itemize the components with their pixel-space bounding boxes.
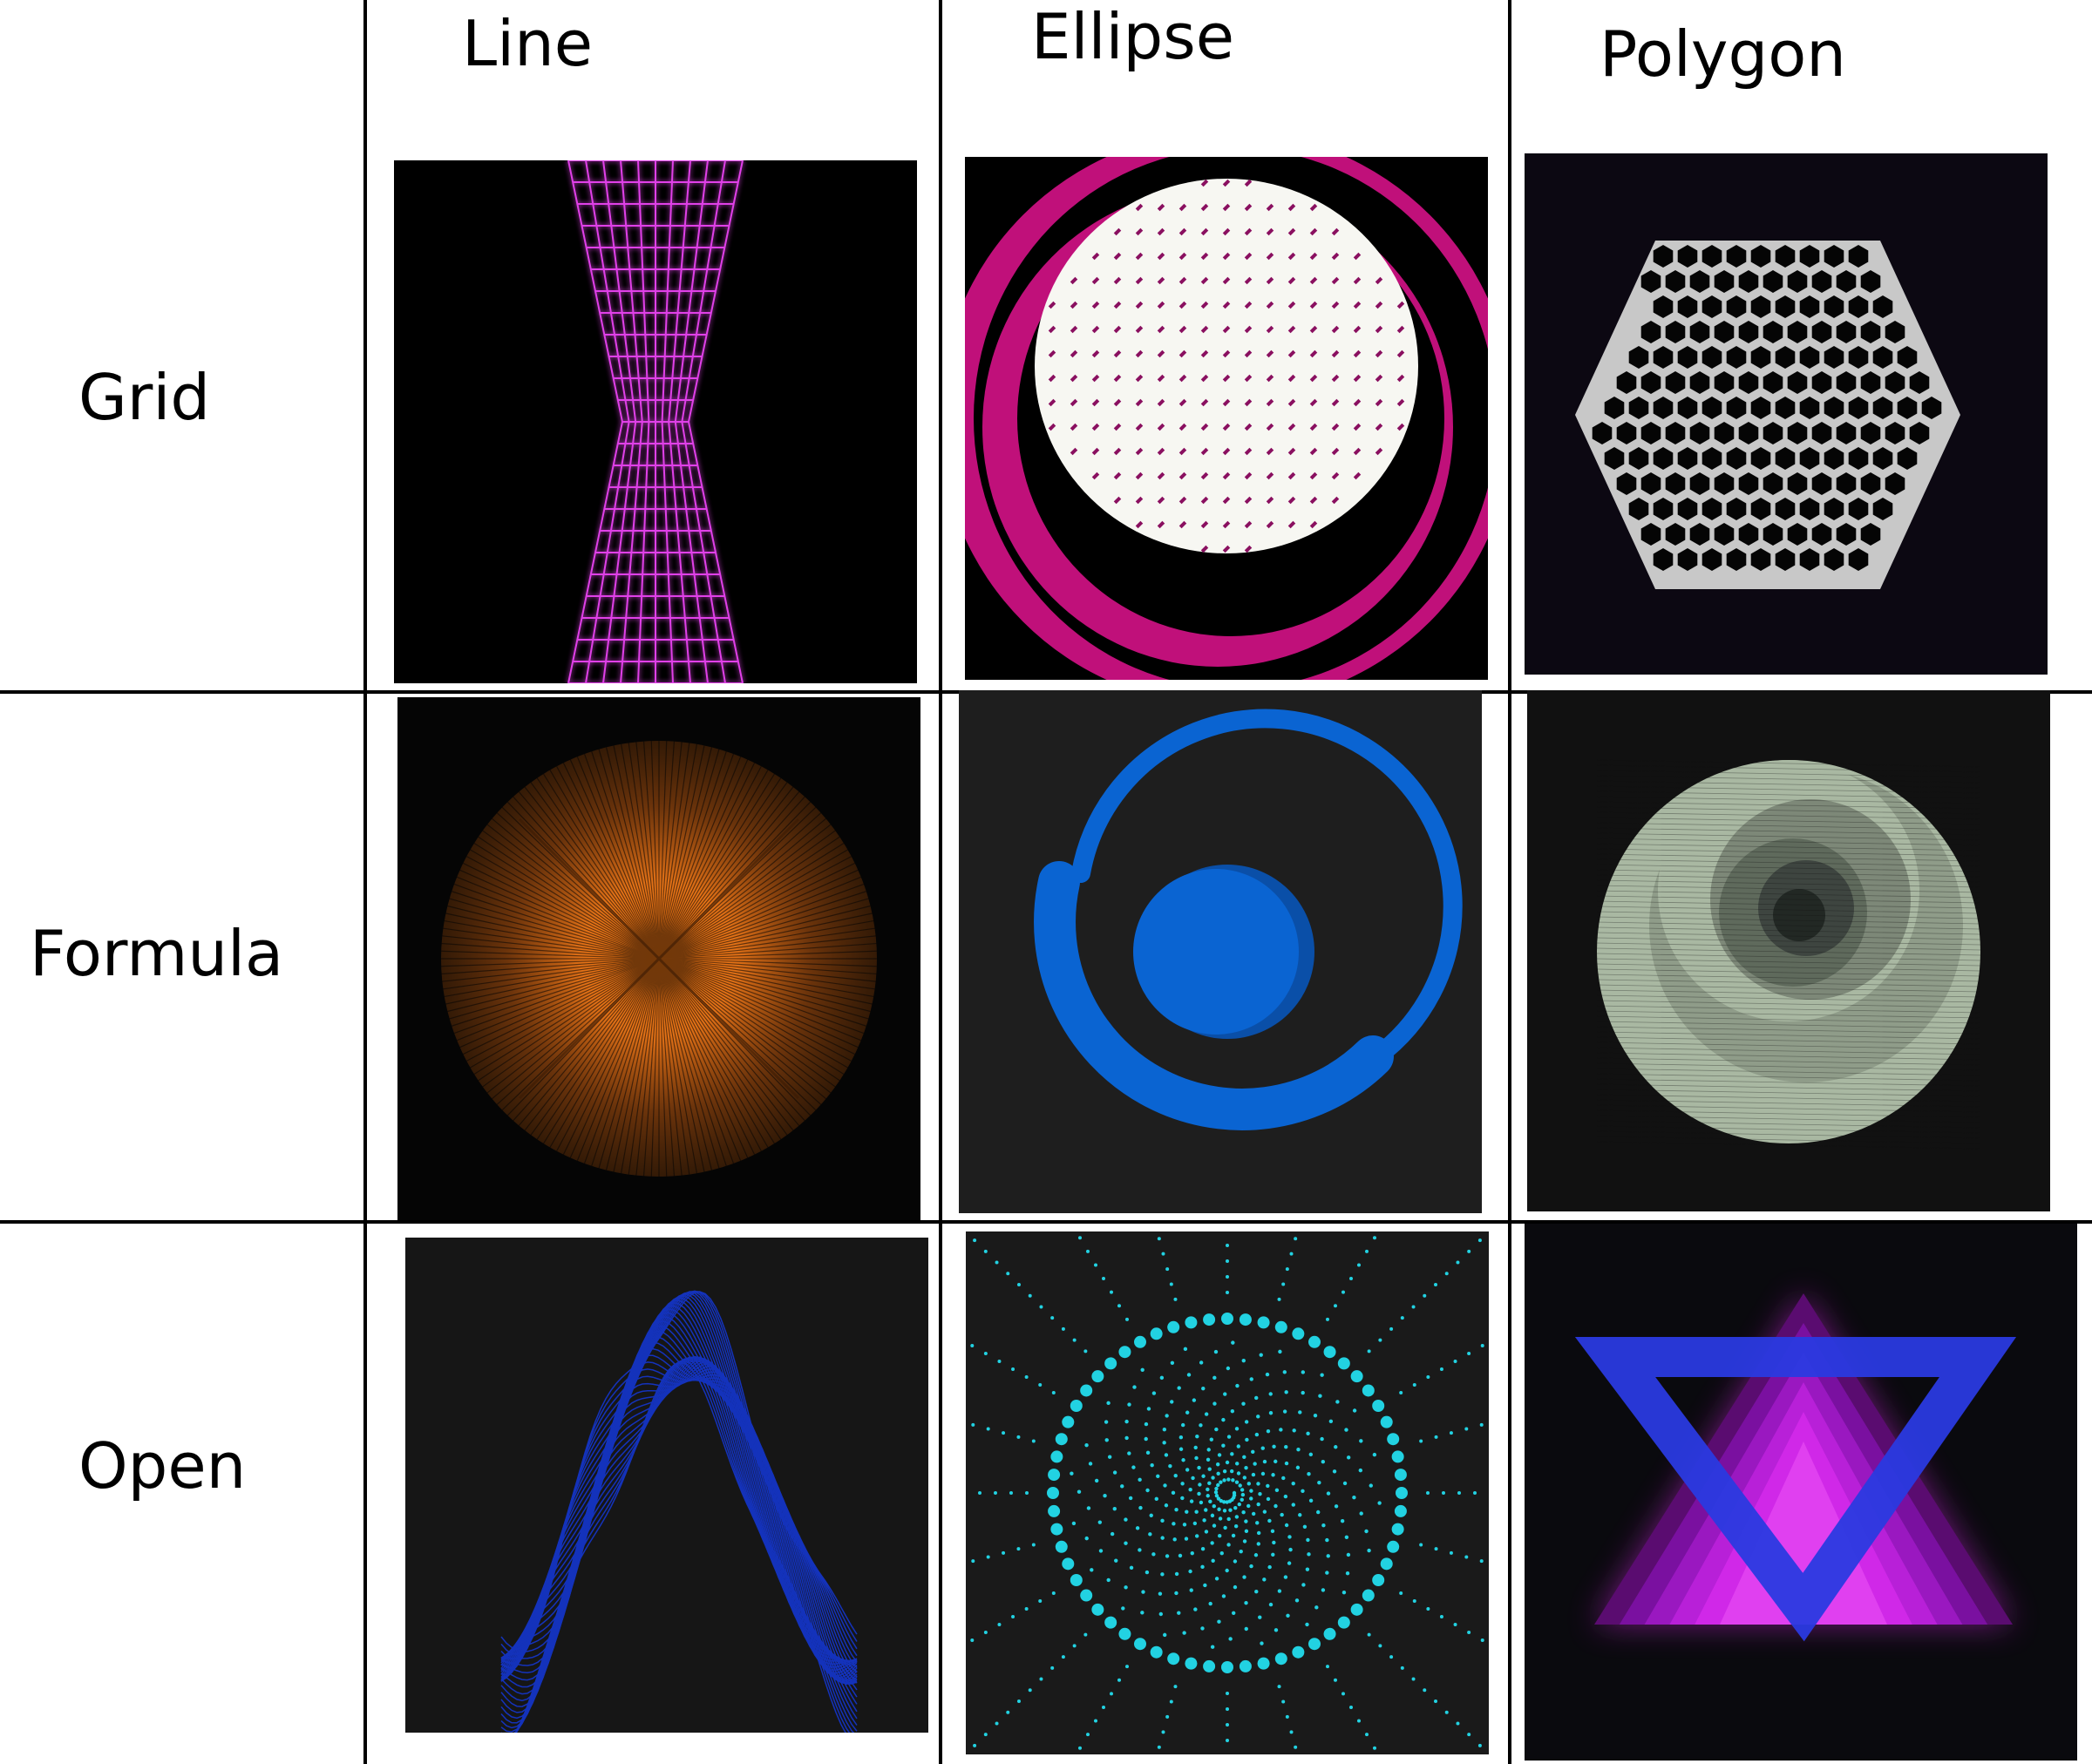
panel-formula-polygon	[1527, 690, 2050, 1211]
column-divider-2	[939, 0, 942, 1764]
row-header-grid: Grid	[78, 361, 211, 434]
panel-open-line	[405, 1238, 928, 1733]
column-divider-3	[1508, 0, 1511, 1764]
blue-orbit-image	[959, 690, 1482, 1213]
column-header-line: Line	[462, 7, 594, 80]
row-header-open: Open	[78, 1429, 247, 1503]
panel-grid-line	[394, 160, 917, 683]
column-header-ellipse: Ellipse	[1031, 0, 1235, 73]
column-divider-1	[363, 0, 367, 1764]
panel-open-polygon	[1525, 1224, 2077, 1761]
panel-formula-line	[397, 697, 920, 1220]
hexagon-mesh-image	[1525, 153, 2048, 675]
orange-radial-burst-image	[397, 697, 920, 1220]
column-header-polygon: Polygon	[1600, 17, 1846, 91]
panel-grid-ellipse	[965, 157, 1488, 680]
panel-grid-polygon	[1525, 153, 2048, 675]
blue-wave-ribbon-image	[405, 1238, 928, 1733]
nested-rings-image	[1527, 690, 2050, 1211]
neon-triangles-image	[1525, 1224, 2077, 1761]
rings-dotted-disc-image	[965, 157, 1488, 680]
row-header-formula: Formula	[30, 917, 284, 990]
panel-formula-ellipse	[959, 690, 1482, 1213]
row-divider-2	[0, 1220, 2092, 1224]
panel-open-ellipse	[966, 1231, 1489, 1754]
cyan-dot-spiral-image	[966, 1231, 1489, 1754]
hourglass-grid-image	[394, 160, 917, 683]
